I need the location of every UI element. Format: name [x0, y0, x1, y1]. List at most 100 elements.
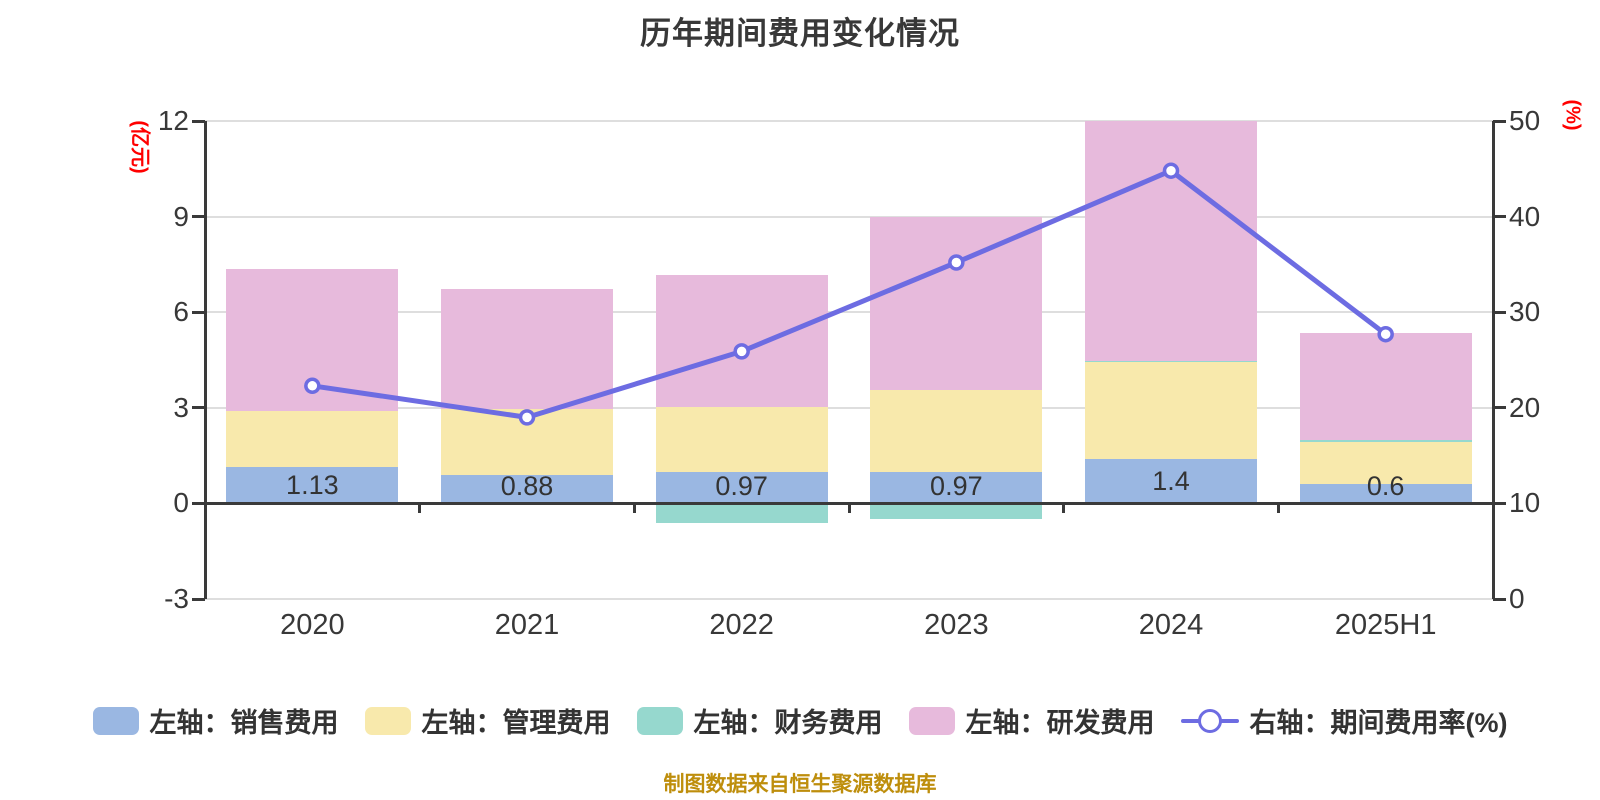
bar-segment[interactable] [1085, 360, 1257, 363]
zero-axis-line [205, 501, 1493, 505]
bar-value-label: 1.4 [1152, 466, 1190, 497]
legend-item[interactable]: 左轴：管理费用 [364, 701, 611, 740]
bar-segment[interactable] [655, 472, 828, 504]
legend-swatch-icon [364, 706, 411, 735]
bar-segment[interactable] [441, 475, 613, 504]
left-axis-tick [192, 501, 205, 505]
right-axis-tick [1493, 597, 1506, 601]
x-axis-tick [847, 503, 851, 514]
bar-value-label: 1.13 [286, 470, 339, 501]
legend-item-label: 右轴：期间费用率(%) [1249, 708, 1508, 738]
bar-segment[interactable] [1299, 440, 1472, 442]
bar-segment[interactable] [226, 410, 399, 468]
right-axis-tick [1493, 119, 1506, 123]
x-axis-label: 2022 [709, 609, 774, 641]
right-axis-tick [1493, 406, 1506, 410]
data-source-caption: 制图数据来自恒生聚源数据库 [663, 773, 937, 796]
line-point-marker[interactable] [304, 377, 321, 395]
bar-segment[interactable] [1085, 121, 1257, 361]
right-axis-tick-label: 10 [1509, 487, 1541, 519]
legend-swatch-icon [92, 706, 139, 735]
left-axis-tick-label: 0 [173, 487, 189, 519]
legend: 左轴：销售费用 左轴：管理费用 左轴：财务费用 左轴：研发费用 右轴：期间费用率(%) [0, 701, 1600, 740]
left-axis-tick-label: 12 [157, 105, 189, 136]
x-axis-label: 2020 [280, 609, 345, 641]
legend-line-dot [1197, 708, 1222, 733]
bar-segment[interactable] [870, 216, 1043, 391]
right-axis-tick-label: 40 [1509, 200, 1541, 232]
left-axis-tick [192, 597, 205, 601]
line-point-marker[interactable] [733, 343, 750, 360]
bar-segment[interactable] [655, 407, 828, 473]
right-axis-tick [1493, 501, 1506, 505]
bar-value-label: 0.88 [500, 471, 554, 502]
bar-segment[interactable] [870, 503, 1043, 520]
bar-value-label: 0.97 [715, 471, 768, 502]
legend-item-label: 左轴：研发费用 [965, 708, 1155, 738]
bar-value-label: 0.6 [1366, 471, 1405, 502]
legend-item[interactable]: 左轴：财务费用 [636, 701, 883, 740]
left-axis-line [203, 121, 207, 599]
left-axis-tick-label: -3 [164, 583, 189, 614]
left-axis-tick [192, 406, 205, 410]
bar-segment[interactable] [1299, 332, 1472, 441]
left-axis-tick-label: 3 [173, 391, 189, 423]
expense-ratio-line-layer [304, 162, 1394, 426]
x-axis-tick [1062, 503, 1066, 514]
bar-value-label: 0.97 [930, 471, 983, 502]
x-axis-tick [418, 503, 422, 514]
legend-item-label: 左轴：财务费用 [693, 708, 883, 738]
x-axis-label: 2024 [1138, 609, 1204, 641]
grid-line [205, 598, 1493, 600]
bar-segment[interactable] [870, 472, 1043, 504]
grid-line [205, 311, 1493, 314]
bar-segment[interactable] [1085, 458, 1257, 504]
grid-line [205, 215, 1493, 218]
bar-segment[interactable] [1299, 484, 1472, 504]
right-axis-line [1491, 121, 1495, 599]
bar-segment[interactable] [870, 390, 1043, 473]
right-axis-tick-label: 0 [1509, 583, 1525, 614]
grid-line [205, 406, 1493, 409]
line-point-marker[interactable] [518, 409, 536, 426]
x-axis-tick [203, 503, 207, 514]
bar-segment[interactable] [226, 467, 399, 504]
legend-item[interactable]: 左轴：销售费用 [92, 701, 339, 740]
bar-segment[interactable] [655, 503, 828, 523]
legend-item[interactable]: 右轴：期间费用率(%) [1180, 701, 1508, 740]
right-axis-tick [1493, 215, 1506, 219]
left-axis-tick [192, 119, 205, 123]
bar-segment[interactable] [441, 288, 613, 410]
grid-line [205, 120, 1493, 122]
bar-segment[interactable] [655, 274, 828, 408]
right-axis-unit-label: (%) [1561, 99, 1584, 131]
right-axis-tick [1493, 310, 1506, 314]
line-point-marker[interactable] [1162, 162, 1180, 179]
legend-line-marker-icon [1180, 707, 1239, 735]
left-axis-tick-label: 6 [173, 296, 189, 328]
line-point-marker[interactable] [1377, 325, 1394, 343]
x-axis-tick [632, 503, 636, 514]
legend-swatch-icon [908, 706, 955, 735]
right-axis-tick-label: 50 [1509, 105, 1541, 136]
x-axis-tick [1276, 503, 1280, 514]
bar-segment[interactable] [1299, 441, 1472, 485]
left-axis-tick [192, 310, 205, 314]
left-axis-tick-label: 9 [173, 200, 189, 232]
right-axis-tick-label: 20 [1509, 391, 1541, 423]
legend-swatch-icon [636, 706, 683, 735]
legend-item-label: 左轴：销售费用 [149, 708, 339, 738]
x-axis-label: 2023 [924, 609, 989, 641]
legend-item-label: 左轴：管理费用 [421, 708, 611, 738]
left-axis-tick [192, 215, 205, 219]
plot-area: 12 50 9 40 6 30 3 20 0 10 -3 0 2020 2021 2022 2023 2024 2… [158, 106, 1540, 642]
chart-title: 历年期间费用变化情况 [640, 16, 960, 51]
expense-ratio-line [309, 168, 1389, 420]
x-axis-tick [1491, 503, 1495, 514]
x-axis-label: 2025H1 [1334, 609, 1437, 641]
bar-segment[interactable] [1085, 362, 1257, 459]
x-axis-label: 2021 [494, 609, 560, 641]
legend-item[interactable]: 左轴：研发费用 [908, 701, 1155, 740]
line-point-marker[interactable] [948, 254, 965, 271]
